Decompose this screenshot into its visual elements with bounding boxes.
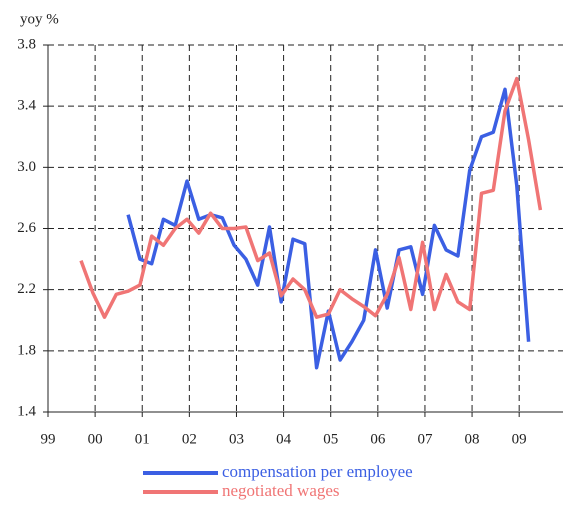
x-tick-label: 04 <box>276 431 292 447</box>
x-tick-label: 08 <box>465 431 480 447</box>
legend-label: compensation per employee <box>222 462 413 481</box>
y-tick-label: 3.0 <box>17 159 36 175</box>
x-tick-label: 01 <box>135 431 150 447</box>
x-tick-label: 07 <box>417 431 433 447</box>
y-tick-label: 2.2 <box>17 281 36 297</box>
x-tick-label: 99 <box>41 431 56 447</box>
y-tick-label: 3.8 <box>17 36 36 52</box>
x-tick-label: 09 <box>512 431 527 447</box>
x-tick-label: 03 <box>229 431 244 447</box>
x-tick-label: 00 <box>88 431 103 447</box>
series-line <box>79 76 543 319</box>
x-tick-label: 06 <box>370 431 386 447</box>
y-axis-label: yoy % <box>20 11 59 27</box>
y-tick-label: 1.8 <box>17 342 36 358</box>
y-tick-label: 2.6 <box>17 220 36 236</box>
legend-label: negotiated wages <box>222 481 340 500</box>
y-tick-label: 1.4 <box>17 403 36 419</box>
x-tick-label: 05 <box>323 431 338 447</box>
y-tick-label: 3.4 <box>17 98 36 114</box>
x-tick-label: 02 <box>182 431 197 447</box>
